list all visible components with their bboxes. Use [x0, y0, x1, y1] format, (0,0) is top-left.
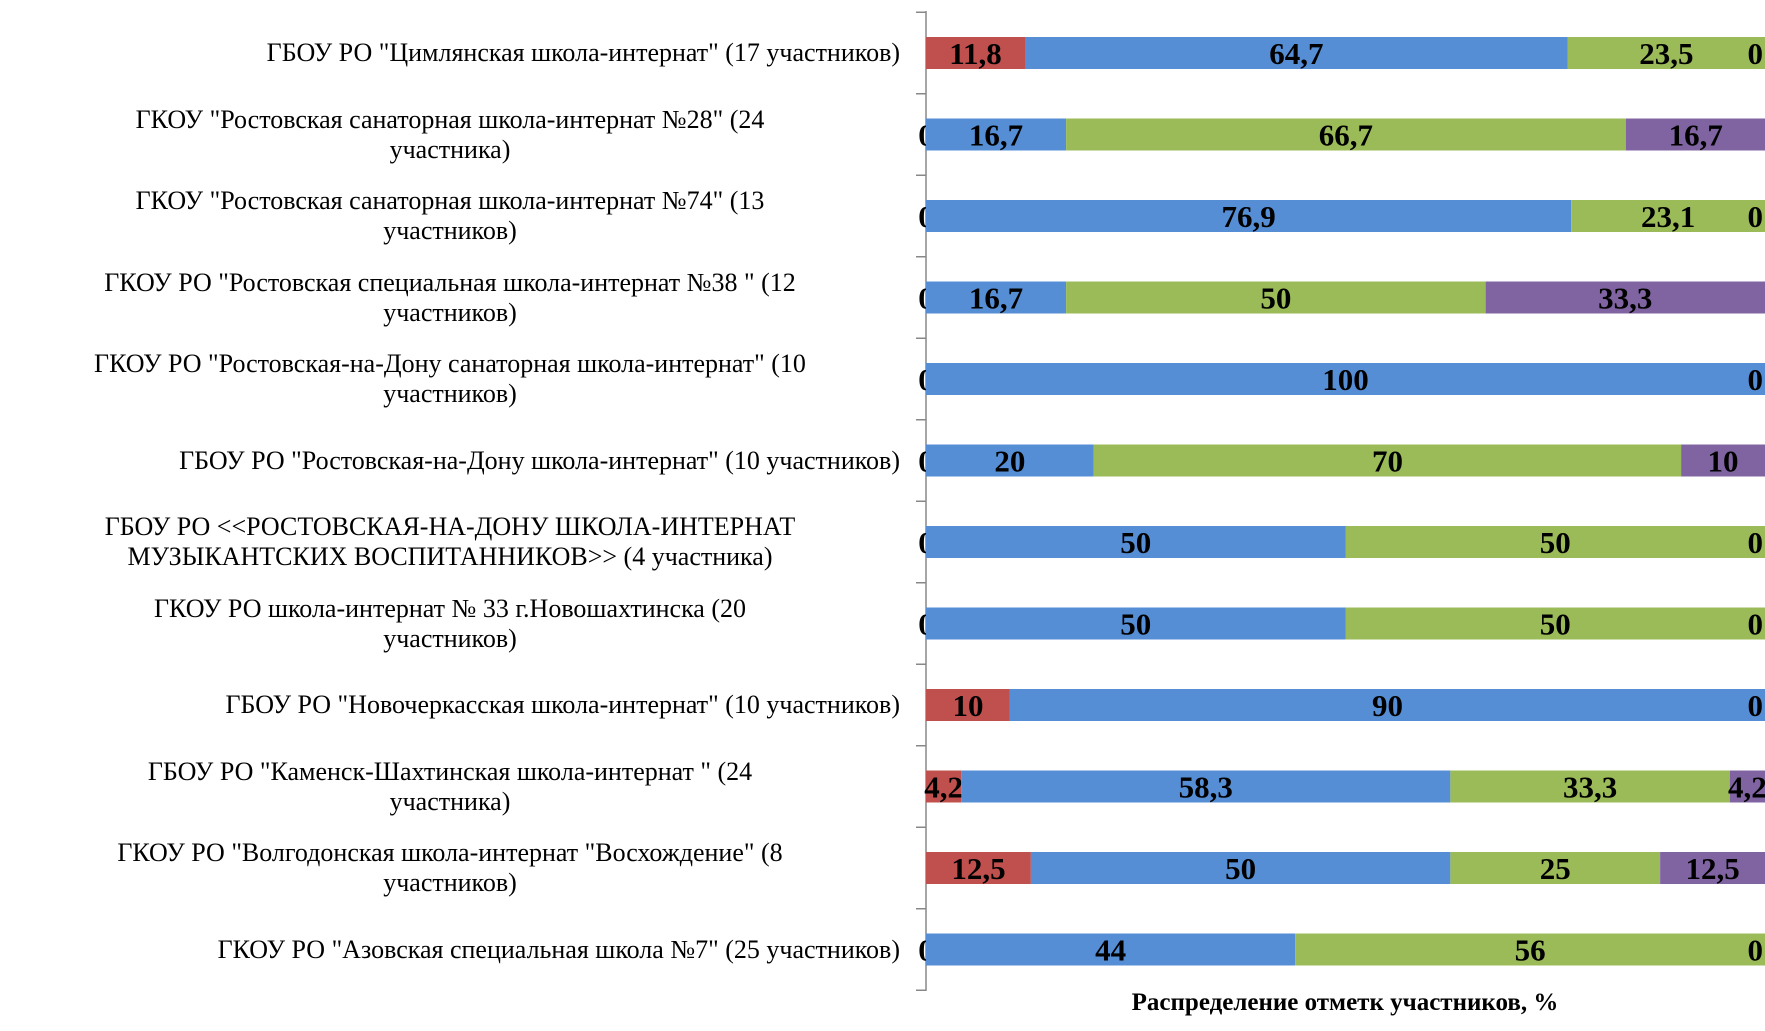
data-label: 0	[1748, 362, 1764, 397]
data-label: 0	[1748, 525, 1764, 560]
data-label: 56	[1515, 933, 1546, 968]
data-label: 23,5	[1639, 36, 1693, 71]
y-tick-label: ГКОУ РО "Ростовская-на-Дону санаторная ш…	[94, 349, 806, 408]
data-label: 4,2	[924, 770, 963, 805]
y-tick-label: ГБОУ РО <<РОСТОВСКАЯ-НА-ДОНУ ШКОЛА-ИНТЕР…	[104, 512, 796, 571]
data-label: 33,3	[1563, 770, 1617, 805]
data-label: 0	[1748, 933, 1764, 968]
data-label: 0	[1748, 199, 1764, 234]
bar-segment	[926, 770, 962, 803]
data-label: 25	[1540, 851, 1571, 886]
bar-segment	[1066, 281, 1486, 314]
data-label: 16,7	[1669, 118, 1723, 153]
data-label: 50	[1120, 525, 1151, 560]
bar-segment	[1025, 37, 1568, 69]
data-label: 50	[1120, 607, 1151, 642]
data-label: 20	[994, 444, 1025, 479]
bar-segment	[1660, 852, 1765, 884]
bar-segment	[926, 281, 1067, 314]
bar-segment	[1030, 852, 1451, 884]
y-tick-label: ГБОУ РО "Ростовская-на-Дону школа-интерн…	[179, 445, 900, 475]
bar-segment	[961, 770, 1451, 803]
data-label: 0	[1748, 688, 1764, 723]
bar-segment	[926, 363, 1765, 395]
y-tick-label: ГБОУ РО "Новочеркасская школа-интернат" …	[225, 690, 901, 719]
data-label: 76,9	[1221, 199, 1275, 234]
bar-segment	[926, 933, 1296, 966]
bar-segment	[1066, 118, 1626, 151]
data-label: 0	[1748, 36, 1764, 71]
data-label: 50	[1540, 525, 1571, 560]
bar-segment	[1625, 118, 1765, 151]
data-label: 90	[1372, 688, 1403, 723]
bar-segment	[926, 607, 1346, 640]
bar-segment	[926, 200, 1572, 232]
bar-segment	[1345, 526, 1765, 558]
bar-segment	[1450, 852, 1661, 884]
data-label: 66,7	[1319, 118, 1373, 153]
data-label: 11,8	[949, 36, 1002, 71]
data-label: 16,7	[969, 281, 1023, 316]
bar-segment	[926, 118, 1067, 151]
data-label: 50	[1260, 281, 1291, 316]
bar-segment	[926, 689, 1010, 721]
y-tick-label: ГКОУ РО "Азовская специальная школа №7" …	[217, 934, 900, 964]
bar-segment	[1345, 607, 1765, 640]
data-label: 33,3	[1598, 281, 1652, 316]
bar-segment	[926, 444, 1094, 477]
bar-segment	[1729, 770, 1765, 803]
data-label: 12,5	[951, 851, 1005, 886]
x-axis-label: Распределение отметк участников, %	[1132, 989, 1559, 1016]
y-tick-label: ГКОУ "Ростовская санаторная школа-интерн…	[135, 186, 765, 245]
data-label: 23,1	[1641, 199, 1695, 234]
bar-segment	[1681, 444, 1765, 477]
y-tick-label: ГБОУ РО "Каменск-Шахтинская школа-интерн…	[147, 756, 753, 816]
data-label: 100	[1322, 362, 1369, 397]
bar-segment	[1450, 770, 1730, 803]
data-label: 70	[1372, 444, 1403, 479]
bar-segment	[1009, 689, 1765, 721]
data-label: 50	[1540, 607, 1571, 642]
bar-segment	[1567, 37, 1765, 69]
data-label: 10	[1708, 444, 1739, 479]
data-label: 58,3	[1179, 770, 1233, 805]
bar-segment	[926, 37, 1026, 69]
y-tick-label: ГКОУ РО "Волгодонская школа-интернат "Во…	[117, 838, 783, 897]
bar-segment	[1093, 444, 1682, 477]
bar-segment	[1485, 281, 1765, 314]
data-label: 64,7	[1269, 36, 1323, 71]
data-label: 0	[1748, 607, 1764, 642]
bar-segment	[926, 852, 1031, 884]
data-label: 10	[952, 688, 983, 723]
bar-segment	[926, 526, 1346, 558]
y-tick-label: ГБОУ РО "Цимлянская школа-интернат" (17 …	[266, 38, 900, 67]
data-label: 50	[1225, 851, 1256, 886]
bar-segment	[1571, 200, 1765, 232]
bar-segment	[1295, 933, 1765, 966]
data-label: 16,7	[969, 118, 1023, 153]
data-label: 44	[1095, 933, 1126, 968]
y-tick-label: ГКОУ РО школа-интернат № 33 г.Новошахтин…	[153, 593, 747, 653]
y-tick-label: ГКОУ РО "Ростовская специальная школа-ин…	[104, 267, 796, 327]
data-label: 4,2	[1728, 770, 1765, 805]
data-label: 12,5	[1685, 851, 1739, 886]
y-tick-label: ГКОУ "Ростовская санаторная школа-интерн…	[135, 104, 765, 164]
